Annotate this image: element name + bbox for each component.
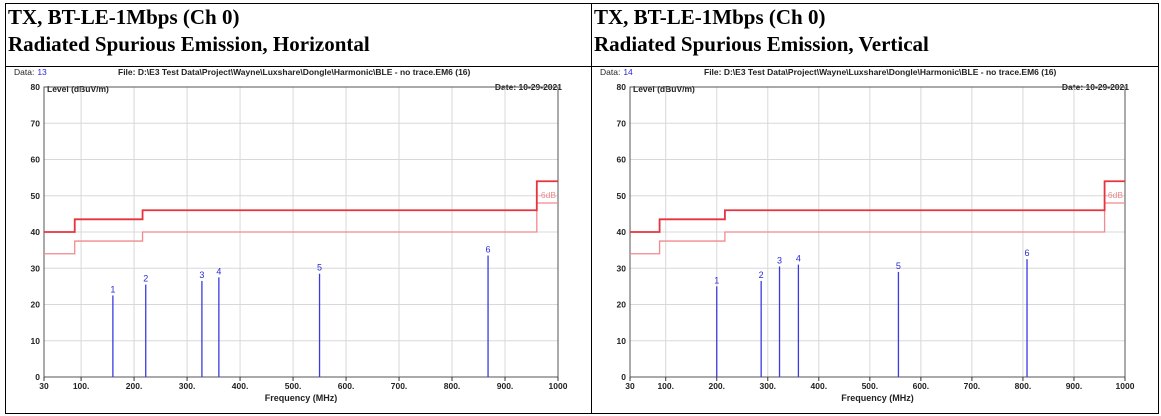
file-path: File: D:\E3 Test Data\Project\Wayne\Luxs… <box>118 67 471 77</box>
emission-marker-label: 3 <box>777 255 782 265</box>
data-label: Data: 14 <box>600 67 633 77</box>
x-tick-label: 30 <box>625 381 635 391</box>
x-tick-label: 100. <box>657 381 674 391</box>
data-label-text: Data: <box>14 67 34 77</box>
y-tick-label: 50 <box>617 191 627 201</box>
y-axis-title: Level (dBuV/m) <box>633 84 695 94</box>
emission-marker-label: 3 <box>199 270 204 280</box>
data-label: Data: 13 <box>14 67 47 77</box>
x-tick-label: 100. <box>73 381 90 391</box>
emission-marker-label: 6 <box>1025 248 1030 258</box>
y-tick-label: 70 <box>617 118 627 128</box>
panel-title-line2: Radiated Spurious Emission, Horizontal <box>8 32 370 56</box>
emission-chart-vertical: Data: 14 File: D:\E3 Test Data\Project\Way… <box>600 67 1135 403</box>
x-axis-title: Frequency (MHz) <box>841 393 914 403</box>
margin-label: -6dB <box>538 190 556 200</box>
y-tick-label: 0 <box>621 372 626 382</box>
x-tick-label: 600. <box>338 381 355 391</box>
x-tick-label: 400. <box>232 381 249 391</box>
limit-line <box>44 180 558 233</box>
y-tick-label: 80 <box>31 82 41 92</box>
y-tick-label: 70 <box>31 118 41 128</box>
y-tick-label: 20 <box>31 300 41 310</box>
y-tick-label: 30 <box>31 263 41 273</box>
y-tick-label: 60 <box>617 155 627 165</box>
emission-marker-label: 4 <box>796 254 801 264</box>
x-tick-label: 500. <box>862 381 879 391</box>
y-tick-label: 10 <box>31 336 41 346</box>
x-tick-label: 200. <box>708 381 725 391</box>
limit-line <box>630 180 1125 233</box>
x-tick-label: 300. <box>760 381 777 391</box>
x-tick-label: 200. <box>126 381 143 391</box>
x-tick-label: 400. <box>811 381 828 391</box>
x-tick-label: 1000 <box>549 381 568 391</box>
x-tick-label: 700. <box>391 381 408 391</box>
plot-cell-vertical: Data: 14 File: D:\E3 Test Data\Project\Way… <box>591 66 1159 414</box>
data-number: 13 <box>37 67 47 77</box>
x-tick-label: 500. <box>285 381 302 391</box>
y-axis-title: Level (dBuV/m) <box>47 84 109 94</box>
x-tick-label: 1000 <box>1116 381 1135 391</box>
y-tick-label: 80 <box>617 82 627 92</box>
x-tick-label: 300. <box>179 381 196 391</box>
emission-marker-label: 2 <box>143 274 148 284</box>
file-path: File: D:\E3 Test Data\Project\Wayne\Luxs… <box>704 67 1057 77</box>
x-tick-label: 800. <box>444 381 461 391</box>
data-number: 14 <box>623 67 633 77</box>
y-tick-label: 20 <box>617 300 627 310</box>
panel-title-line1: TX, BT-LE-1Mbps (Ch 0) <box>8 5 240 29</box>
y-tick-label: 40 <box>617 227 627 237</box>
y-tick-label: 30 <box>617 263 627 273</box>
y-tick-label: 10 <box>617 336 627 346</box>
x-axis-title: Frequency (MHz) <box>265 393 338 403</box>
panel-title-line1: TX, BT-LE-1Mbps (Ch 0) <box>594 5 826 29</box>
panel-header-vertical: TX, BT-LE-1Mbps (Ch 0) Radiated Spurious… <box>591 3 1159 67</box>
x-tick-label: 900. <box>1066 381 1083 391</box>
emission-marker-label: 1 <box>714 275 719 285</box>
x-tick-label: 900. <box>497 381 514 391</box>
y-tick-label: 40 <box>31 227 41 237</box>
emission-chart-horizontal: Data: 13 File: D:\E3 Test Data\Project\Way… <box>14 67 568 403</box>
panel-header-horizontal: TX, BT-LE-1Mbps (Ch 0) Radiated Spurious… <box>5 3 592 67</box>
report-table: TX, BT-LE-1Mbps (Ch 0) Radiated Spurious… <box>5 3 1159 414</box>
plot-cell-horizontal: Data: 13 File: D:\E3 Test Data\Project\Way… <box>5 66 592 414</box>
emission-marker-label: 4 <box>216 266 221 276</box>
y-tick-label: 0 <box>35 372 40 382</box>
emission-marker-label: 2 <box>759 270 764 280</box>
emission-marker-label: 5 <box>896 261 901 271</box>
emission-marker-label: 6 <box>486 245 491 255</box>
x-tick-label: 600. <box>913 381 930 391</box>
margin-label: -6dB <box>1105 190 1123 200</box>
data-label-text: Data: <box>600 67 620 77</box>
y-tick-label: 60 <box>31 155 41 165</box>
x-tick-label: 30 <box>39 381 49 391</box>
emission-marker-label: 5 <box>317 263 322 273</box>
panel-title-line2: Radiated Spurious Emission, Vertical <box>594 32 929 56</box>
y-tick-label: 50 <box>31 191 41 201</box>
x-tick-label: 800. <box>1015 381 1032 391</box>
emission-marker-label: 1 <box>110 284 115 294</box>
x-tick-label: 700. <box>964 381 981 391</box>
